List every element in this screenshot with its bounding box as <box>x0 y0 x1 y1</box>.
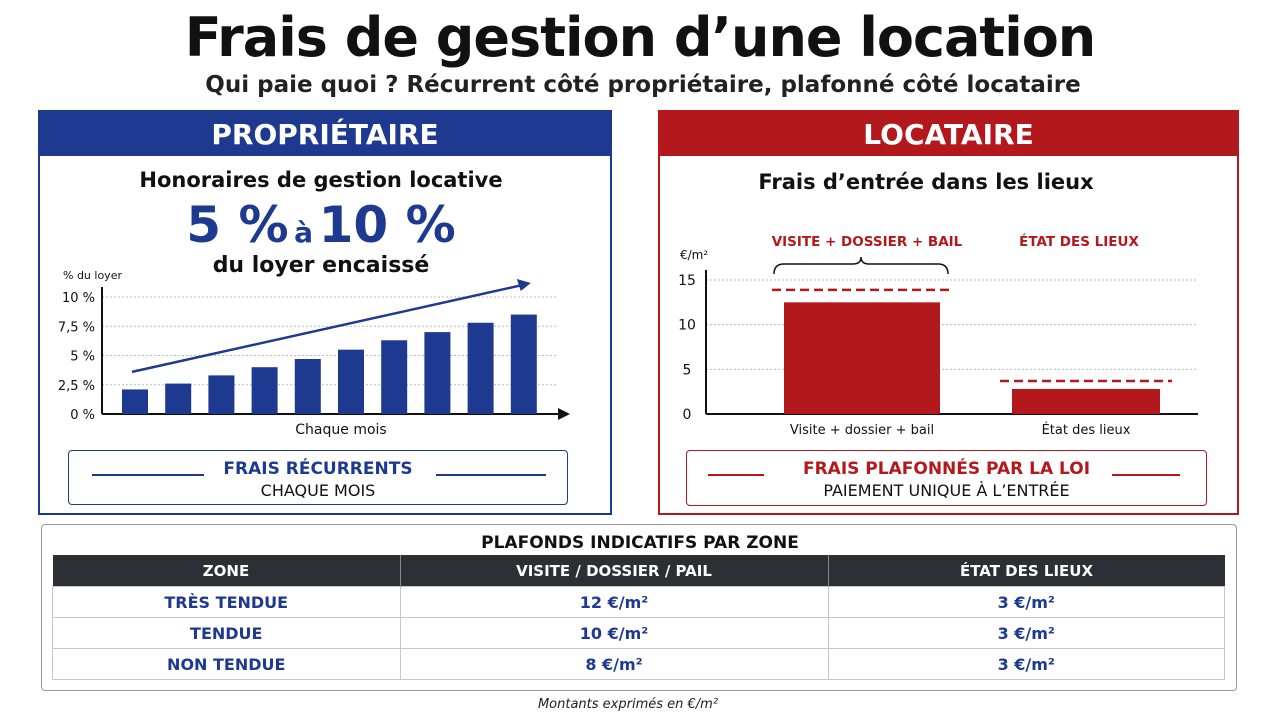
y-tick-label: 0 <box>683 407 692 423</box>
tenant-note-text: PAIEMENT UNIQUE À L’ENTRÉE <box>823 481 1070 500</box>
bar <box>338 349 364 414</box>
page-title: Frais de gestion d’une location <box>184 6 1097 69</box>
y-tick-label: 7,5 % <box>58 320 95 335</box>
fee-to: 10 % <box>318 196 456 254</box>
bar <box>1012 388 1160 414</box>
bar <box>165 383 192 414</box>
y-axis-label: % du loyer <box>63 269 122 282</box>
col-header-visit: VISITE / DOSSIER / PAIL <box>399 555 828 587</box>
table-row: NON TENDUE 8 €/m² 3 €/m² <box>52 648 1225 680</box>
fee-from: 5 % <box>186 196 289 254</box>
owner-note-rule-right <box>436 474 546 476</box>
owner-note-text: CHAQUE MOIS <box>260 481 376 500</box>
caps-table-title: PLAFONDS INDICATIFS PAR ZONE <box>481 533 799 553</box>
y-tick-label: 15 <box>678 273 696 289</box>
tenant-note-box: FRAIS PLAFONNÉS PAR LA LOI PAIEMENT UNIQ… <box>686 450 1207 506</box>
tenant-fee-chart: €/m² 0 5 10 15 Visite + dossier + bail État de… <box>678 233 1198 438</box>
visit-cap-cell: 8 €/m² <box>399 648 829 680</box>
y-axis-label: €/m² <box>680 248 708 262</box>
tenant-note-rule-left <box>708 474 764 476</box>
zone-cell: TENDUE <box>52 617 401 649</box>
visit-cap-cell: 10 €/m² <box>399 617 829 649</box>
visit-cap-cell: 12 €/m² <box>399 586 829 618</box>
zone-cell: NON TENDUE <box>52 648 401 680</box>
y-tick-label: 10 <box>678 318 696 334</box>
table-header-row: ZONE VISITE / DOSSIER / PAIL ÉTAT DES LI… <box>52 555 1225 587</box>
owner-note-rule-left <box>92 474 204 476</box>
owner-fee-caption: du loyer encaissé <box>212 253 430 278</box>
bar <box>294 359 321 414</box>
y-tick-label: 10 % <box>62 291 95 306</box>
x-axis-label: Chaque mois <box>295 422 386 438</box>
trend-arrow-line <box>131 283 524 374</box>
tenant-note-title: FRAIS PLAFONNÉS PAR LA LOI <box>802 459 1091 479</box>
owner-subheading: Honoraires de gestion locative <box>139 168 503 192</box>
x-axis-arrowhead <box>558 408 570 420</box>
inventory-label: ÉTAT DES LIEUX <box>1019 233 1139 250</box>
col-header-inventory: ÉTAT DES LIEUX <box>827 555 1225 587</box>
tenant-note-rule-right <box>1112 474 1180 476</box>
x-tick-label: Visite + dossier + bail <box>790 423 934 438</box>
bar <box>467 322 494 414</box>
y-tick-label: 0 % <box>70 408 95 423</box>
x-tick-label: État des lieux <box>1042 422 1131 438</box>
caps-table: ZONE VISITE / DOSSIER / PAIL ÉTAT DES LI… <box>52 555 1225 680</box>
table-row: TENDUE 10 €/m² 3 €/m² <box>52 617 1225 649</box>
tenant-panel-heading: LOCATAIRE <box>660 112 1237 156</box>
bar <box>251 367 278 414</box>
page-subtitle: Qui paie quoi ? Récurrent côté propriéta… <box>205 72 1081 98</box>
bracket-label: VISITE + DOSSIER + BAIL <box>772 234 963 250</box>
tenant-panel: LOCATAIRE <box>658 110 1239 515</box>
owner-panel: PROPRIÉTAIRE <box>38 110 612 515</box>
zone-cell: TRÈS TENDUE <box>52 586 401 618</box>
inventory-cap-cell: 3 €/m² <box>827 586 1225 618</box>
y-tick-label: 5 <box>683 362 692 378</box>
col-header-zone: ZONE <box>52 555 400 587</box>
table-row: TRÈS TENDUE 12 €/m² 3 €/m² <box>52 586 1225 618</box>
y-tick-label: 2,5 % <box>58 379 95 394</box>
bar <box>381 340 408 414</box>
caps-table-card: PLAFONDS INDICATIFS PAR ZONE ZONE VISITE… <box>41 524 1237 691</box>
bar <box>208 375 235 414</box>
owner-fee-chart: % du loyer 0 % 2,5 % 5 % 7,5 % 10 % Chaque moi… <box>58 269 570 438</box>
inventory-cap-cell: 3 €/m² <box>827 617 1225 649</box>
inventory-cap-cell: 3 €/m² <box>827 648 1225 680</box>
bar <box>510 314 537 414</box>
bar <box>424 332 451 414</box>
y-tick-label: 5 % <box>70 350 95 365</box>
owner-fee-range: 5 % à 10 % <box>38 196 604 254</box>
owner-panel-heading: PROPRIÉTAIRE <box>40 112 610 156</box>
tenant-subheading: Frais d’entrée dans les lieux <box>758 170 1094 194</box>
bracket <box>773 256 949 275</box>
trend-arrowhead <box>516 278 531 291</box>
owner-note-box: FRAIS RÉCURRENTS CHAQUE MOIS <box>68 450 568 505</box>
bar <box>122 389 148 414</box>
bar <box>784 302 940 414</box>
owner-note-title: FRAIS RÉCURRENTS <box>223 459 413 479</box>
fee-to-word: à <box>294 216 314 249</box>
footnote: Montants exprimés en €/m² <box>537 697 719 712</box>
